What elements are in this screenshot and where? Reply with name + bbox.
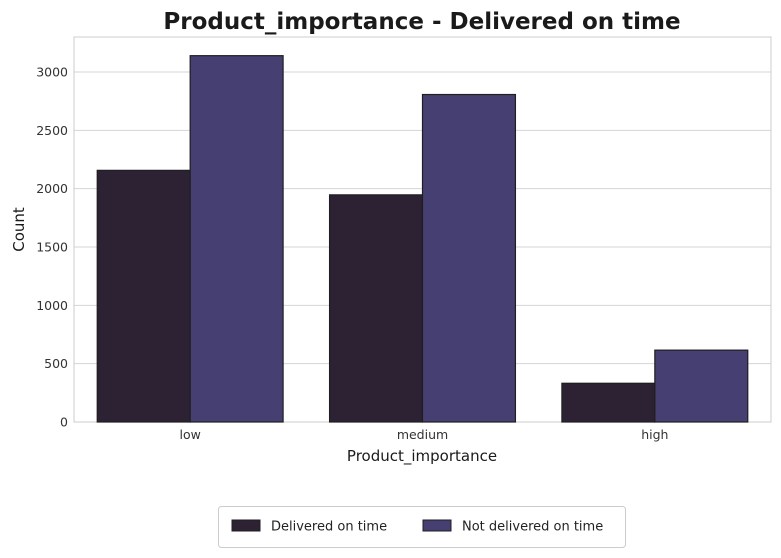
x-tick-label: high (641, 427, 668, 442)
legend-frame (218, 506, 626, 548)
y-tick-label: 2000 (36, 181, 68, 196)
legend-label-not-delivered: Not delivered on time (462, 520, 603, 535)
y-tick-label: 1000 (36, 298, 68, 313)
bar-medium-series-0 (328, 194, 424, 423)
bar-high-series-0 (561, 382, 656, 423)
y-tick-label: 500 (44, 356, 68, 371)
legend: Delivered on time Not delivered on time (218, 506, 626, 548)
bars (96, 55, 749, 423)
y-axis-label: Count (10, 207, 28, 252)
legend-swatch-delivered (231, 519, 261, 532)
y-tick-label: 1500 (36, 240, 68, 255)
legend-swatch-not-delivered (422, 519, 452, 532)
y-tick-label: 3000 (36, 65, 68, 80)
bar-low-series-0 (96, 169, 191, 423)
bar-high-series-1 (654, 349, 749, 423)
y-axis-ticks: 0 500 1000 1500 2000 2500 3000 (36, 65, 68, 430)
x-axis-ticks: low medium high (179, 427, 668, 442)
x-tick-label: medium (397, 427, 448, 442)
bar-medium-series-1 (421, 93, 517, 423)
bar-low-series-1 (189, 55, 284, 423)
x-axis-label: Product_importance (347, 447, 497, 466)
y-tick-label: 2500 (36, 123, 68, 138)
legend-label-delivered: Delivered on time (271, 520, 387, 535)
x-tick-label: low (179, 427, 200, 442)
chart-title: Product_importance - Delivered on time (163, 9, 680, 35)
y-tick-label: 0 (60, 415, 68, 430)
